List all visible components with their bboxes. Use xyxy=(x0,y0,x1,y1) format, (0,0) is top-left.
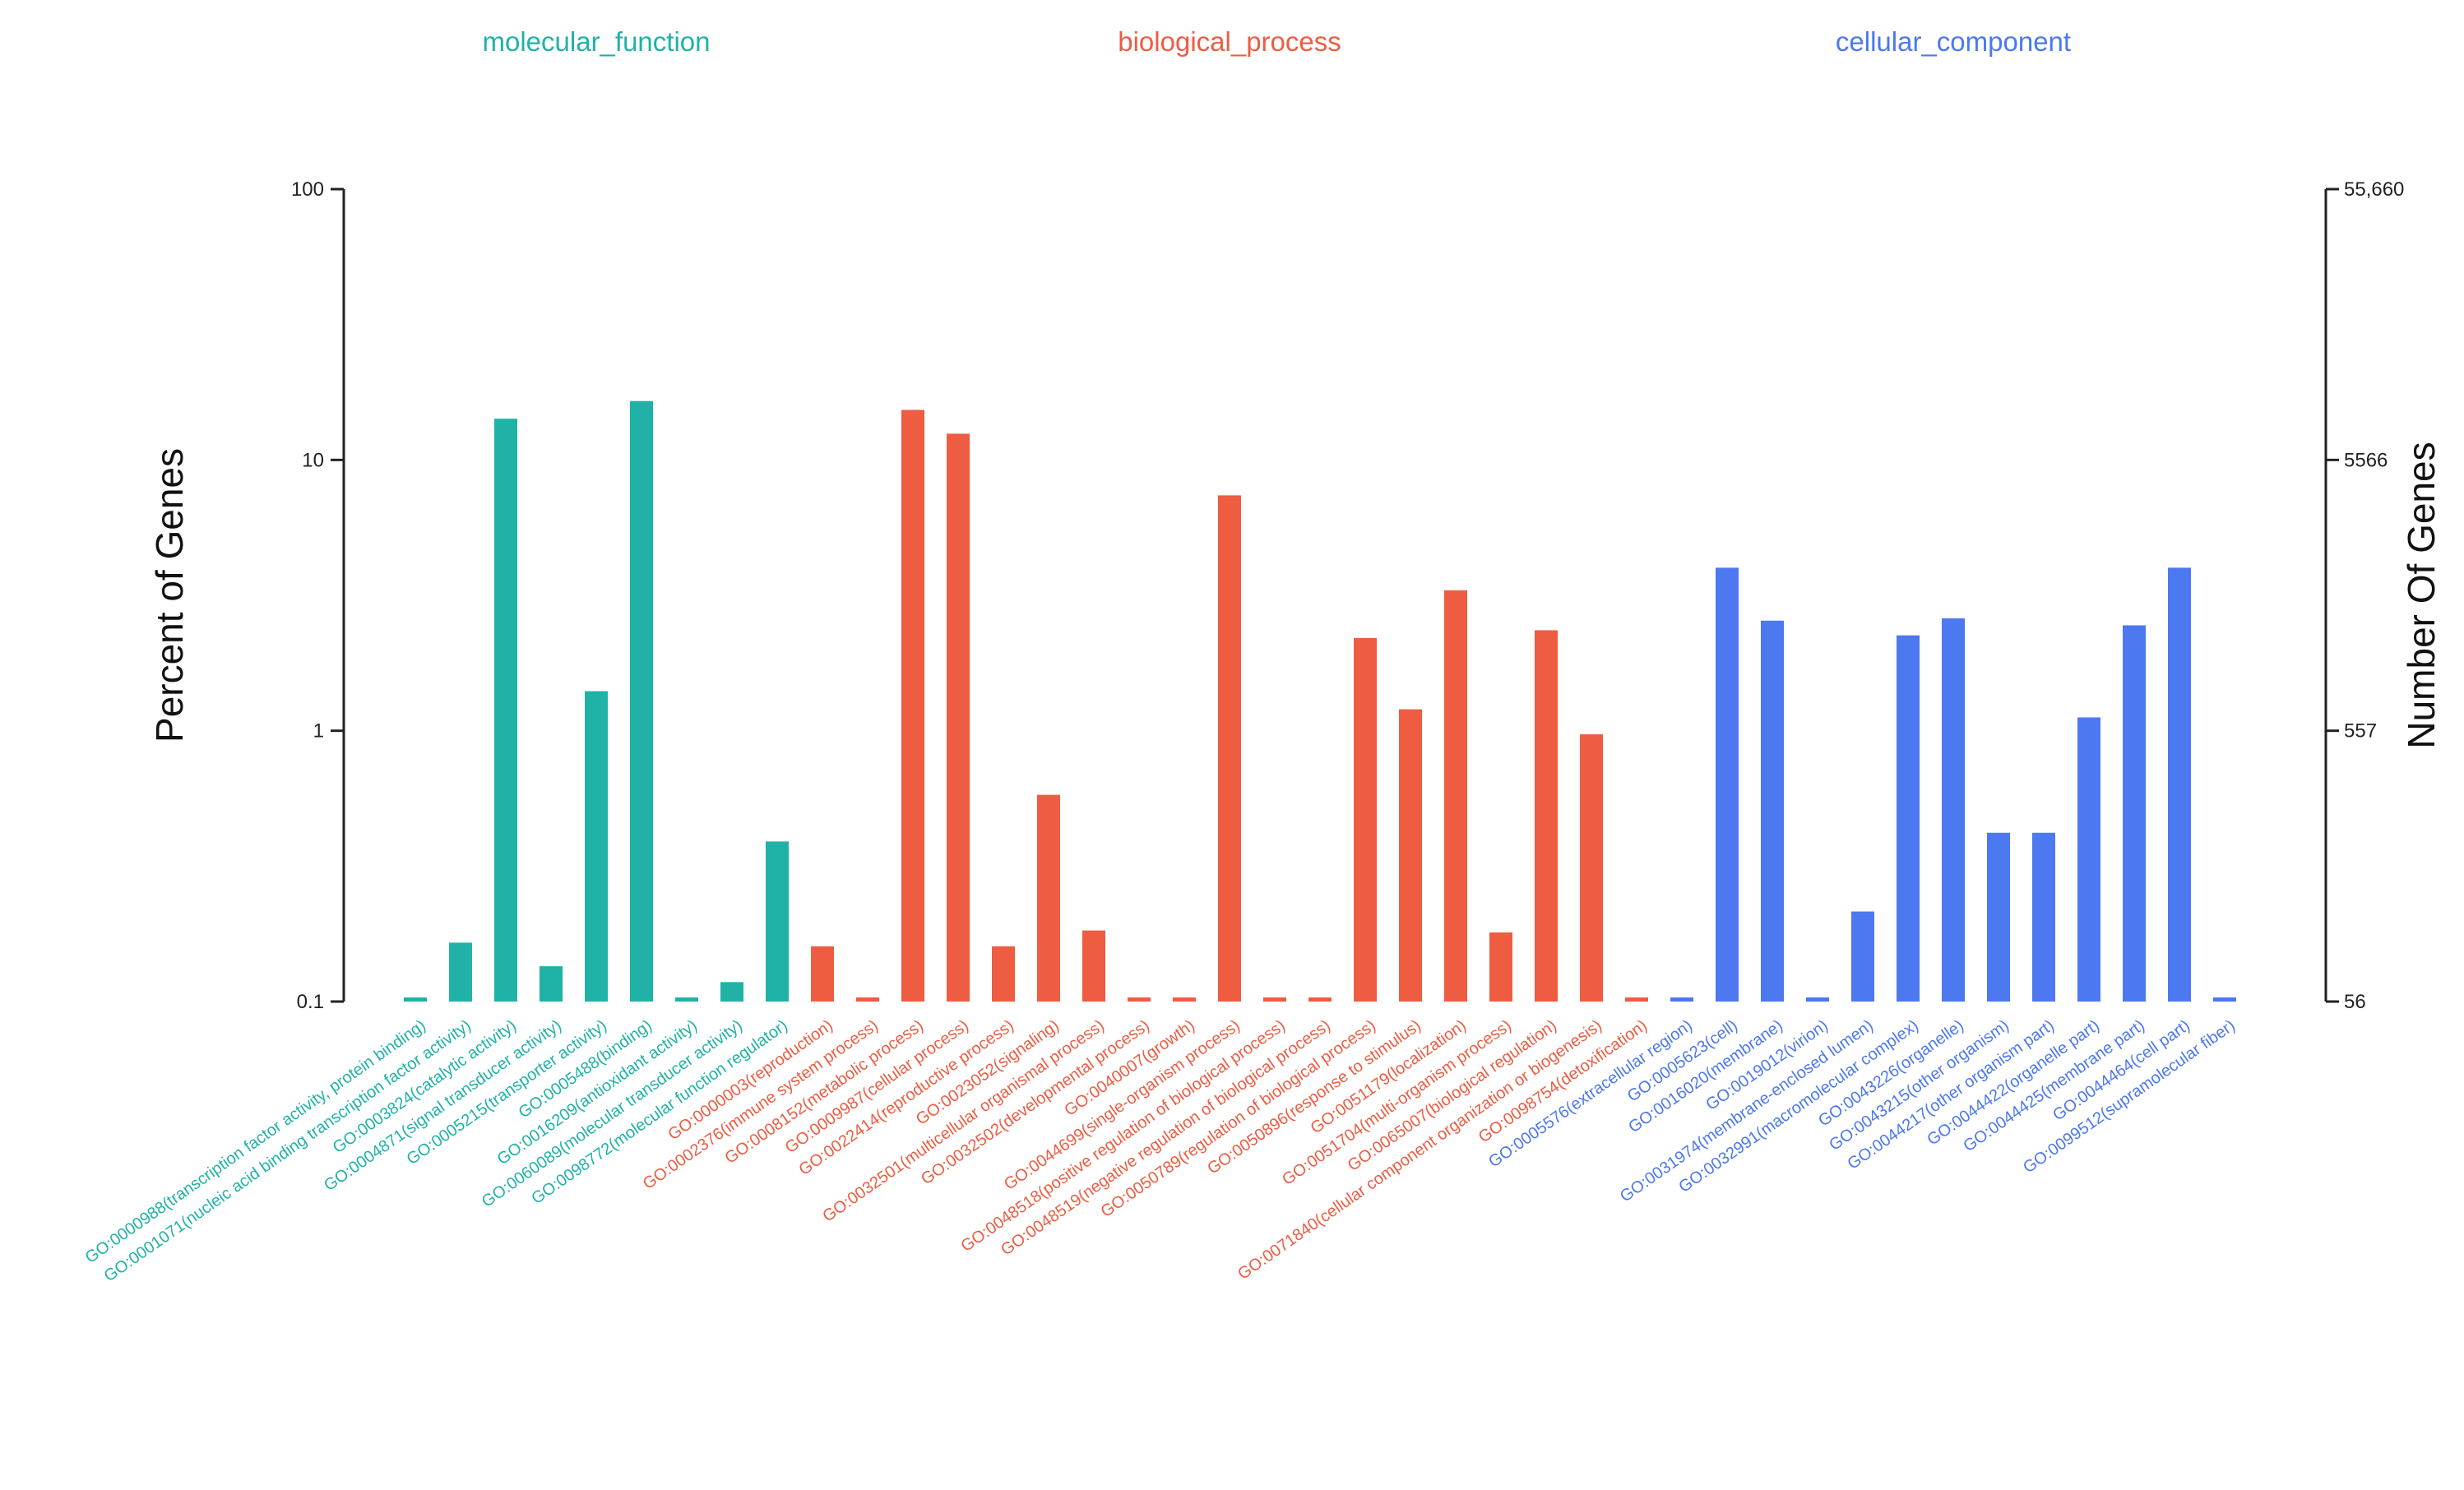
bar xyxy=(2123,625,2146,1002)
bar xyxy=(1806,997,1829,1002)
bar xyxy=(856,997,879,1002)
bar xyxy=(404,997,427,1002)
left-y-ticks: 100 10 1 0.1 xyxy=(291,178,344,1013)
left-y-tick-label: 100 xyxy=(291,178,324,201)
right-y-tick-label: 56 xyxy=(2344,991,2366,1013)
bar xyxy=(1082,930,1105,1002)
right-y-ticks: 55,660 5566 557 56 xyxy=(2326,178,2404,1013)
left-y-tick-label: 10 xyxy=(302,449,324,471)
left-y-tick-label: 1 xyxy=(313,720,324,743)
bar xyxy=(1716,567,1739,1002)
bar xyxy=(992,946,1015,1002)
bar xyxy=(1263,997,1286,1002)
bar xyxy=(1218,495,1241,1002)
bar xyxy=(1173,997,1196,1002)
group-labels: molecular_function biological_process cell… xyxy=(483,26,2072,57)
bar xyxy=(1037,794,1060,1002)
bar xyxy=(1761,620,1784,1002)
bar xyxy=(1489,932,1512,1002)
bar xyxy=(1851,911,1874,1002)
bar xyxy=(766,841,789,1002)
group-label: biological_process xyxy=(1118,26,1341,57)
bar xyxy=(1897,635,1920,1002)
bar xyxy=(2213,997,2236,1002)
bar xyxy=(947,433,970,1002)
right-y-tick-label: 557 xyxy=(2344,720,2377,743)
bar xyxy=(449,942,472,1002)
bar xyxy=(2032,832,2055,1002)
bar xyxy=(1580,734,1603,1002)
right-y-tick-label: 5566 xyxy=(2344,449,2388,471)
bar xyxy=(901,410,924,1002)
bar xyxy=(630,400,653,1002)
bar xyxy=(1535,630,1558,1002)
bar xyxy=(494,419,517,1002)
category-labels: GO:0000988(transcription factor activity… xyxy=(82,1016,2239,1285)
bar xyxy=(2168,567,2191,1002)
axes xyxy=(342,189,2327,1002)
bar xyxy=(720,982,743,1002)
bar xyxy=(811,946,834,1002)
bar xyxy=(540,966,563,1002)
bar xyxy=(675,997,698,1002)
bar xyxy=(585,691,608,1002)
bar xyxy=(1625,997,1648,1002)
right-y-tick-label: 55,660 xyxy=(2344,178,2404,201)
bar xyxy=(1399,709,1422,1002)
category-label: GO:0003824(catalytic activity) xyxy=(330,1016,520,1157)
left-y-axis-title: Percent of Genes xyxy=(148,448,191,743)
bar xyxy=(1354,637,1377,1002)
bar xyxy=(1942,618,1965,1002)
right-y-axis-title: Number Of Genes xyxy=(2400,442,2443,748)
bar xyxy=(1444,590,1467,1002)
group-label: molecular_function xyxy=(483,26,711,57)
bar xyxy=(1670,997,1693,1002)
bar xyxy=(1128,997,1151,1002)
group-label: cellular_component xyxy=(1836,26,2071,57)
left-y-tick-label: 0.1 xyxy=(297,991,324,1013)
bar xyxy=(1987,832,2010,1002)
bar xyxy=(1308,997,1332,1002)
bar xyxy=(2077,717,2100,1002)
bars xyxy=(404,400,2236,1002)
